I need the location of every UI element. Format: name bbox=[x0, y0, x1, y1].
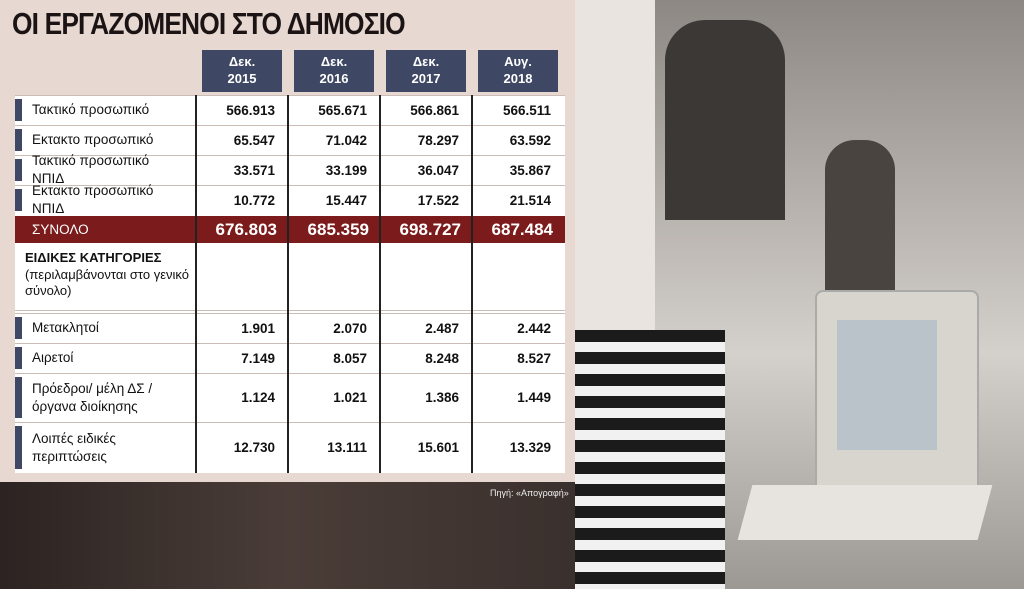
row-separator bbox=[15, 310, 565, 311]
cell-value: 1.901 bbox=[241, 320, 275, 336]
cell-value: 13.329 bbox=[509, 440, 551, 455]
cell-value: 566.861 bbox=[410, 102, 459, 118]
cell-value: 36.047 bbox=[417, 162, 459, 178]
cell-value: 565.671 bbox=[318, 102, 367, 118]
photo-strip bbox=[0, 482, 575, 589]
photo-people bbox=[825, 140, 895, 290]
title: ΟΙ ΕΡΓΑΖΟΜΕΝΟΙ ΣΤΟ ΔΗΜΟΣΙΟ bbox=[12, 6, 406, 41]
row-separator bbox=[15, 313, 565, 314]
total-value: 685.359 bbox=[307, 219, 369, 239]
row-label: Τακτικό προσωπικό ΝΠΙΔ bbox=[32, 153, 150, 186]
row-label: Αιρετοί bbox=[32, 350, 74, 365]
row-marker bbox=[15, 377, 22, 418]
row-marker bbox=[15, 99, 22, 121]
photo-person bbox=[575, 330, 725, 589]
cell-value: 8.248 bbox=[425, 350, 459, 366]
cell-value: 63.592 bbox=[509, 132, 551, 148]
column-line bbox=[287, 95, 289, 473]
office-photo bbox=[575, 0, 1024, 589]
cell-value: 12.730 bbox=[233, 440, 275, 455]
cell-value: 8.527 bbox=[517, 350, 551, 366]
cell-value: 21.514 bbox=[509, 192, 551, 208]
cell-value: 33.199 bbox=[325, 162, 367, 178]
cell-value: 1.386 bbox=[425, 390, 459, 405]
column-header-line: 2018 bbox=[503, 71, 533, 86]
column-header-line: Δεκ. bbox=[320, 54, 348, 69]
column-header-line: Αυγ. bbox=[504, 54, 532, 69]
column-header-line: 2016 bbox=[319, 71, 349, 86]
cell-value: 1.124 bbox=[241, 390, 275, 405]
column-line bbox=[471, 95, 473, 473]
total-value: 676.803 bbox=[215, 219, 277, 239]
row-marker bbox=[15, 189, 22, 211]
total-value: 687.484 bbox=[491, 219, 553, 239]
cell-value: 78.297 bbox=[417, 132, 459, 148]
row-separator bbox=[15, 185, 565, 186]
row-marker bbox=[15, 317, 22, 339]
total-label: ΣΥΝΟΛΟ bbox=[32, 222, 89, 237]
cell-value: 2.070 bbox=[333, 320, 367, 336]
section-title: ΕΙΔΙΚΕΣ ΚΑΤΗΓΟΡΙΕΣ bbox=[25, 250, 162, 265]
column-header bbox=[294, 50, 374, 92]
cell-value: 35.867 bbox=[509, 162, 551, 178]
column-header-line: Δεκ. bbox=[412, 54, 440, 69]
column-header-line: Δεκ. bbox=[228, 54, 256, 69]
cell-value: 1.021 bbox=[333, 390, 367, 405]
column-line bbox=[379, 95, 381, 473]
row-separator bbox=[15, 155, 565, 156]
row-separator bbox=[15, 125, 565, 126]
cell-value: 65.547 bbox=[233, 132, 275, 148]
row-label: Λοιπές ειδικές περιπτώσεις bbox=[32, 430, 116, 464]
row-label: Εκτακτο προσωπικό ΝΠΙΔ bbox=[32, 183, 154, 216]
photo-keyboard bbox=[737, 485, 993, 540]
cell-value: 17.522 bbox=[417, 192, 459, 208]
cell-value: 15.447 bbox=[325, 192, 367, 208]
column-header bbox=[478, 50, 558, 92]
table-body bbox=[15, 95, 565, 473]
photo-screen bbox=[837, 320, 937, 450]
cell-value: 1.449 bbox=[517, 390, 551, 405]
row-label: Πρόεδροι/ μέλη ΔΣ / όργανα διοίκησης bbox=[32, 380, 153, 414]
source: Πηγή: «Απογραφή» bbox=[490, 488, 569, 498]
row-marker bbox=[15, 129, 22, 151]
cell-value: 15.601 bbox=[417, 440, 459, 455]
cell-value: 2.442 bbox=[517, 320, 551, 336]
photo-people bbox=[665, 20, 785, 220]
cell-value: 8.057 bbox=[333, 350, 367, 366]
column-header-line: 2015 bbox=[227, 71, 257, 86]
row-separator bbox=[15, 343, 565, 344]
row-marker bbox=[15, 159, 22, 181]
row-marker bbox=[15, 347, 22, 369]
row-label: Εκτακτο προσωπικό bbox=[32, 132, 154, 147]
cell-value: 566.511 bbox=[502, 102, 551, 118]
column-header-line: 2017 bbox=[411, 71, 441, 86]
cell-value: 71.042 bbox=[325, 132, 367, 148]
cell-value: 566.913 bbox=[226, 102, 275, 118]
row-marker bbox=[15, 426, 22, 469]
cell-value: 13.111 bbox=[327, 440, 367, 455]
cell-value: 7.149 bbox=[241, 350, 275, 366]
cell-value: 2.487 bbox=[425, 320, 459, 336]
total-row bbox=[15, 216, 565, 243]
row-label: Τακτικό προσωπικό bbox=[32, 102, 150, 117]
column-header bbox=[202, 50, 282, 92]
row-separator bbox=[15, 422, 565, 423]
section-note: (περιλαμβάνονται στο γενικό σύνολο) bbox=[25, 267, 189, 298]
total-value: 698.727 bbox=[399, 219, 461, 239]
row-separator bbox=[15, 95, 565, 96]
cell-value: 10.772 bbox=[233, 192, 275, 208]
column-line bbox=[195, 95, 197, 473]
column-header bbox=[386, 50, 466, 92]
cell-value: 33.571 bbox=[233, 162, 275, 178]
row-label: Μετακλητοί bbox=[32, 320, 99, 335]
row-separator bbox=[15, 373, 565, 374]
